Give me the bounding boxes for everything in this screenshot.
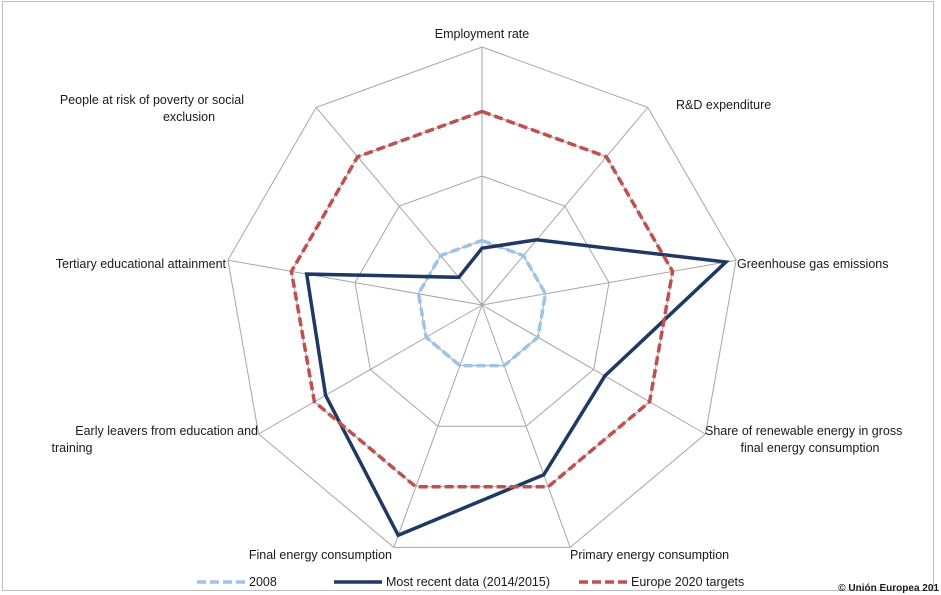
axis-label-6-line-0: Early leavers from education and — [75, 424, 258, 438]
grid-ring-4 — [227, 46, 737, 548]
axis-label-0: Employment rate — [435, 27, 530, 41]
axis-label-5: Final energy consumption — [249, 548, 392, 562]
axis-label-3-line-0: Share of renewable energy in gross — [705, 424, 902, 438]
legend-swatch-2008 — [197, 580, 245, 584]
spoke-4 — [481, 304, 571, 548]
legend-swatch-europe-2020 — [579, 580, 627, 584]
spoke-3 — [481, 304, 706, 435]
axis-label-6-line-1: training — [52, 441, 93, 455]
axis-label-5-line-0: Final energy consumption — [249, 548, 392, 562]
spoke-8 — [315, 107, 483, 306]
axis-label-2-line-0: Greenhouse gas emissions — [737, 257, 888, 271]
axis-label-7-line-0: Tertiary educational attainment — [56, 257, 227, 271]
spoke-6 — [258, 304, 483, 435]
spoke-7 — [227, 259, 483, 306]
legend-label-2008: 2008 — [249, 575, 277, 589]
axis-label-3: Share of renewable energy in gross final … — [705, 424, 902, 455]
series-line-2 — [289, 109, 675, 489]
axis-label-6: Early leavers from education and training — [52, 424, 259, 455]
axis-label-1-line-0: R&D expenditure — [676, 98, 771, 112]
spoke-5 — [393, 304, 483, 548]
axis-label-4: Primary energy consumption — [570, 548, 729, 562]
axis-label-7: Tertiary educational attainment — [56, 257, 227, 271]
axis-label-8: People at risk of poverty or social exclu… — [60, 93, 244, 124]
legend-item-europe-2020: Europe 2020 targets — [577, 572, 744, 592]
legend-swatch-most-recent — [334, 580, 382, 584]
axis-label-8-line-1: exclusion — [163, 110, 215, 124]
radar-series — [289, 109, 730, 538]
series-line-0 — [416, 238, 548, 368]
copyright-notice: © Unión Europea 201 — [838, 583, 939, 594]
legend-label-europe-2020: Europe 2020 targets — [631, 575, 745, 589]
legend-label-most-recent: Most recent data (2014/2015) — [386, 575, 550, 589]
axis-label-3-line-1: final energy consumption — [741, 441, 880, 455]
spoke-2 — [481, 259, 737, 306]
axis-labels: Employment rate R&D expenditure Greenhouse… — [52, 27, 903, 562]
axis-label-2: Greenhouse gas emissions — [737, 257, 888, 271]
legend-item-most-recent: Most recent data (2014/2015) — [332, 572, 550, 592]
radar-grid — [227, 46, 737, 548]
series-line-1 — [304, 238, 730, 538]
axis-label-8-line-0: People at risk of poverty or social — [60, 93, 244, 107]
spoke-1 — [481, 107, 649, 306]
axis-label-0-line-0: Employment rate — [435, 27, 530, 41]
legend: 2008 Most recent data (2014/2015) Europe… — [0, 572, 941, 592]
legend-item-2008: 2008 — [195, 572, 277, 592]
axis-label-1: R&D expenditure — [676, 98, 771, 112]
axis-label-4-line-0: Primary energy consumption — [570, 548, 729, 562]
